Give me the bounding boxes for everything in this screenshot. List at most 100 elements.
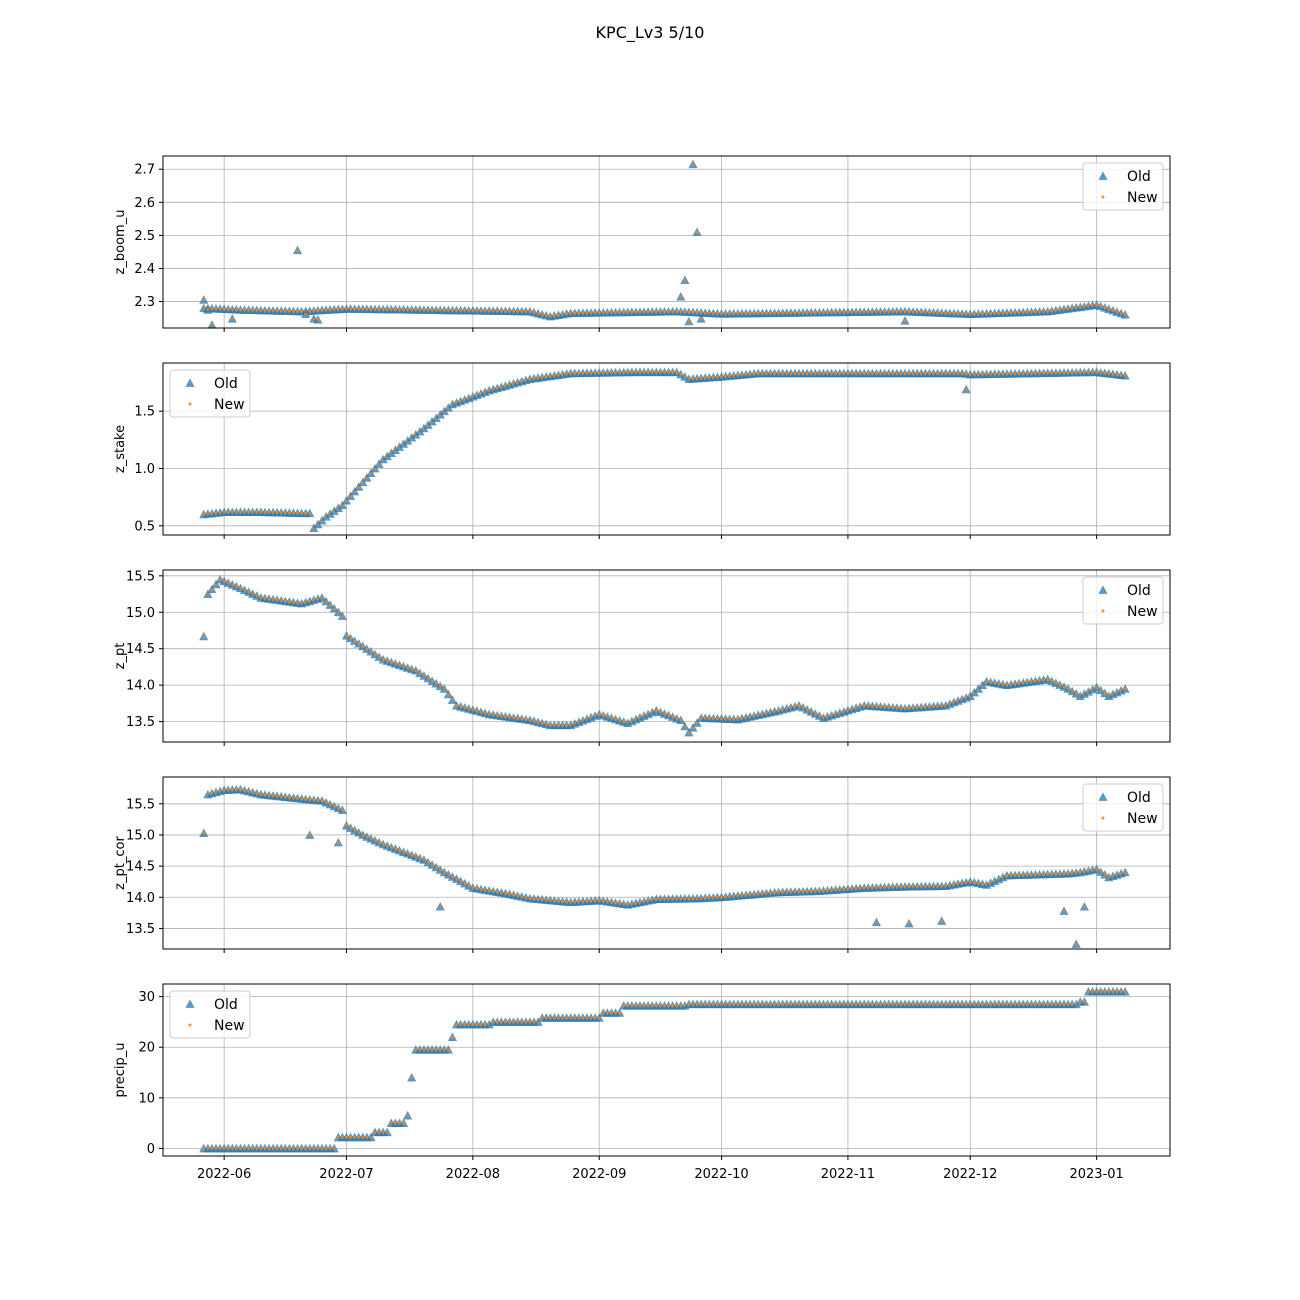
new-marker: [1046, 872, 1050, 876]
new-marker: [817, 889, 821, 893]
new-marker: [870, 371, 874, 375]
new-marker: [304, 1146, 308, 1150]
new-marker: [389, 660, 393, 664]
new-marker: [565, 723, 569, 727]
new-marker: [671, 370, 675, 374]
new-marker: [850, 887, 854, 891]
new-marker: [707, 376, 711, 380]
new-marker: [1062, 371, 1066, 375]
new-marker: [328, 603, 332, 607]
legend-new-icon: [1101, 609, 1105, 613]
new-marker: [1070, 306, 1074, 310]
new-marker: [226, 788, 230, 792]
new-marker: [817, 1002, 821, 1006]
new-marker: [932, 311, 936, 315]
new-marker: [1017, 873, 1021, 877]
new-marker: [752, 372, 756, 376]
data-markers: [199, 784, 1130, 948]
new-marker: [565, 372, 569, 376]
new-marker: [548, 374, 552, 378]
new-marker: [662, 712, 666, 716]
new-marker: [813, 712, 817, 716]
new-marker: [1086, 990, 1090, 994]
new-marker: [944, 371, 948, 375]
new-marker: [744, 893, 748, 897]
new-marker: [296, 1146, 300, 1150]
new-marker: [1111, 372, 1115, 376]
new-marker: [556, 313, 560, 317]
new-marker: [605, 900, 609, 904]
new-marker: [809, 889, 813, 893]
new-marker: [561, 1016, 565, 1020]
new-marker: [781, 1002, 785, 1006]
new-marker: [259, 510, 263, 514]
new-marker: [1054, 308, 1058, 312]
new-marker: [283, 511, 287, 515]
new-marker: [618, 1011, 622, 1015]
new-marker: [528, 897, 532, 901]
new-marker: [968, 372, 972, 376]
new-marker: [618, 310, 622, 314]
new-marker: [406, 852, 410, 856]
new-marker: [336, 610, 340, 614]
new-marker: [548, 1016, 552, 1020]
new-marker: [218, 1146, 222, 1150]
new-marker: [1123, 687, 1127, 691]
new-marker: [940, 919, 944, 923]
new-marker: [948, 371, 952, 375]
new-marker: [214, 511, 218, 515]
new-marker: [834, 371, 838, 375]
new-marker: [675, 897, 679, 901]
axes-frame: [162, 569, 1171, 743]
new-marker: [707, 311, 711, 315]
new-marker: [520, 1020, 524, 1024]
new-marker: [634, 1004, 638, 1008]
new-marker: [870, 310, 874, 314]
legend-old-label: Old: [1127, 790, 1151, 806]
new-marker: [332, 804, 336, 808]
new-marker: [418, 856, 422, 860]
new-marker: [255, 1146, 259, 1150]
new-marker: [210, 307, 214, 311]
new-marker: [1021, 372, 1025, 376]
new-marker: [340, 808, 344, 812]
new-marker: [846, 371, 850, 375]
new-marker: [736, 1002, 740, 1006]
new-marker: [426, 860, 430, 864]
new-marker: [622, 720, 626, 724]
new-marker: [418, 671, 422, 675]
new-marker: [263, 1146, 267, 1150]
new-marker: [1099, 304, 1103, 308]
new-marker: [434, 865, 438, 869]
new-marker: [422, 674, 426, 678]
new-marker: [679, 310, 683, 314]
new-marker: [516, 1020, 520, 1024]
new-marker: [993, 311, 997, 315]
new-marker: [671, 1004, 675, 1008]
new-marker: [858, 886, 862, 890]
new-marker: [911, 706, 915, 710]
new-marker: [687, 377, 691, 381]
new-marker: [622, 310, 626, 314]
y-tick-label: 15.5: [126, 797, 155, 812]
new-marker: [308, 309, 312, 313]
new-marker: [402, 1121, 406, 1125]
new-marker: [308, 1146, 312, 1150]
new-marker: [540, 312, 544, 316]
new-marker: [858, 371, 862, 375]
new-marker: [1115, 310, 1119, 314]
new-marker: [960, 312, 964, 316]
y-axis-label: z_pt: [113, 643, 128, 670]
new-marker: [491, 889, 495, 893]
new-marker: [312, 798, 316, 802]
new-marker: [1062, 872, 1066, 876]
new-marker: [985, 312, 989, 316]
new-marker: [646, 370, 650, 374]
new-marker: [879, 310, 883, 314]
new-marker: [540, 1016, 544, 1020]
y-tick-label: 13.5: [126, 715, 155, 730]
new-marker: [707, 1002, 711, 1006]
new-marker: [230, 1146, 234, 1150]
new-marker: [711, 716, 715, 720]
new-marker: [1058, 371, 1062, 375]
